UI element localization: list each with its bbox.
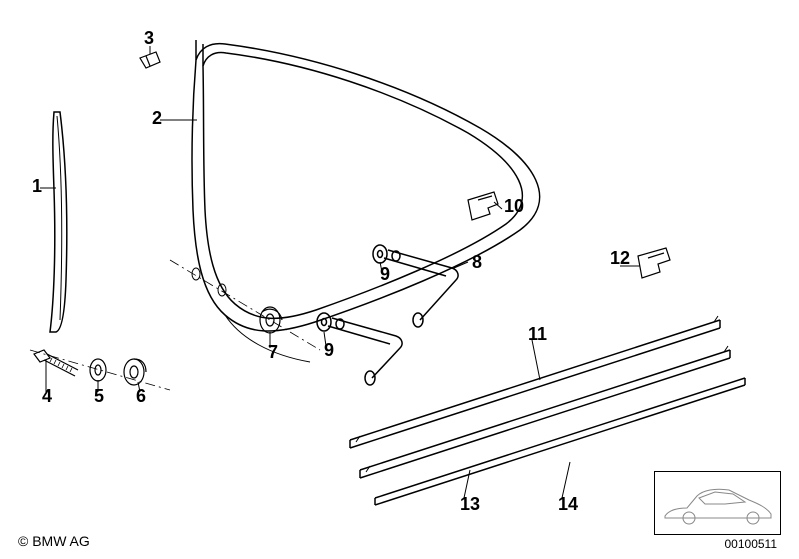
label-10: 10 — [504, 196, 524, 216]
copyright-text: © BMW AG — [18, 533, 90, 549]
washer — [90, 359, 106, 381]
label-5: 5 — [94, 386, 104, 406]
window-frame — [192, 40, 540, 362]
leaders — [40, 46, 640, 498]
label-2: 2 — [152, 108, 162, 128]
bushing — [124, 359, 146, 385]
label-7: 7 — [268, 342, 278, 362]
label-11: 11 — [528, 324, 547, 344]
image-id-text: 00100511 — [725, 537, 778, 551]
thumbnail-box — [654, 471, 781, 535]
strip-13 — [360, 346, 730, 478]
bolt — [34, 350, 78, 376]
axis-456 — [30, 350, 170, 390]
label-9b: 9 — [324, 340, 334, 360]
label-12: 12 — [610, 248, 630, 268]
clip-10 — [468, 192, 498, 220]
labels: 1 2 3 4 5 6 7 8 9 9 10 11 12 13 14 — [32, 28, 630, 514]
clip-12 — [638, 248, 670, 278]
label-1: 1 — [32, 176, 42, 196]
grommet — [260, 307, 282, 333]
guide-rail — [50, 112, 67, 332]
hole-a — [218, 284, 226, 296]
clip-small — [140, 52, 160, 68]
label-8: 8 — [472, 252, 482, 272]
label-13: 13 — [460, 494, 480, 514]
label-9a: 9 — [380, 264, 390, 284]
label-3: 3 — [144, 28, 154, 48]
label-6: 6 — [136, 386, 146, 406]
label-14: 14 — [558, 494, 578, 514]
label-4: 4 — [42, 386, 52, 406]
